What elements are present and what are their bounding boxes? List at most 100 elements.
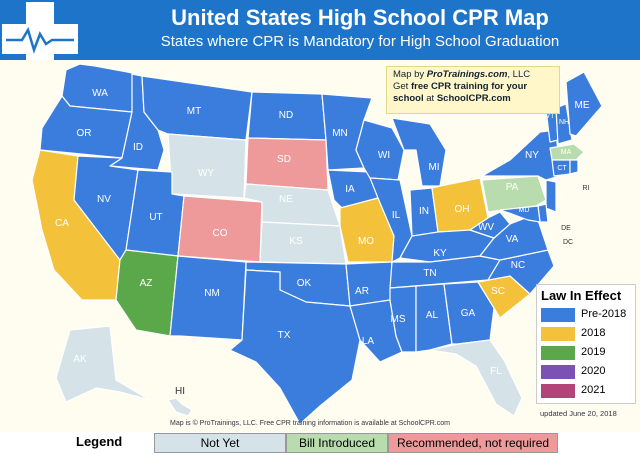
law-legend-item: 2020	[541, 364, 633, 380]
state-ar[interactable]	[345, 261, 393, 307]
state-label-md: MD	[519, 207, 530, 214]
state-label-tn: TN	[423, 268, 436, 279]
state-label-mt: MT	[187, 106, 201, 117]
state-label-nv: NV	[97, 194, 111, 205]
law-legend-item: 2018	[541, 326, 633, 342]
state-wv[interactable]	[469, 211, 511, 239]
state-label-ne: NE	[279, 194, 293, 205]
state-ma[interactable]	[549, 143, 585, 161]
status-legend: Legend Not Yet Bill Introduced Recommend…	[60, 431, 580, 453]
state-ak[interactable]	[55, 325, 151, 403]
state-label-in: IN	[419, 206, 429, 217]
state-label-ca: CA	[55, 218, 69, 229]
updated-date: updated June 20, 2018	[540, 409, 617, 418]
state-label-sc: SC	[491, 286, 505, 297]
state-az[interactable]	[115, 249, 179, 337]
state-label-sd: SD	[277, 154, 291, 165]
state-label-mi: MI	[428, 162, 439, 173]
credit-get: Get	[393, 81, 411, 92]
state-label-nm: NM	[204, 288, 220, 299]
state-al[interactable]	[415, 283, 453, 353]
state-label-vt: VT	[546, 113, 556, 120]
state-label-va: VA	[506, 234, 519, 245]
state-mi[interactable]	[391, 117, 447, 187]
state-label-ak: AK	[73, 354, 87, 365]
state-nh[interactable]	[555, 103, 573, 145]
state-label-tx: TX	[278, 330, 291, 341]
law-legend-swatch	[541, 346, 575, 360]
state-me[interactable]	[565, 71, 603, 137]
law-legend-swatch	[541, 308, 575, 322]
medical-cross-icon	[2, 2, 78, 78]
state-md[interactable]	[499, 205, 541, 223]
state-pa[interactable]	[481, 175, 547, 213]
law-legend-item: Pre-2018	[541, 307, 633, 323]
state-label-ok: OK	[297, 278, 312, 289]
credit-prefix: Map by	[393, 69, 427, 80]
state-label-al: AL	[426, 310, 439, 321]
state-label-az: AZ	[140, 278, 153, 289]
state-label-ky: KY	[433, 248, 447, 259]
law-legend-swatch	[541, 365, 575, 379]
state-label-la: LA	[362, 336, 375, 347]
legend-title: Legend	[76, 434, 123, 449]
state-label-wi: WI	[378, 150, 390, 161]
law-legend-label: 2020	[581, 365, 606, 377]
law-legend-label: 2018	[581, 327, 606, 339]
state-label-ks: KS	[289, 236, 303, 247]
state-label-nj: NJ	[556, 195, 565, 202]
credit-brand-link[interactable]: ProTrainings.com	[426, 69, 508, 80]
law-in-effect-legend: Law In Effect Pre-2018 2018 2019 2020 20…	[536, 284, 636, 404]
state-label-ia: IA	[345, 184, 355, 195]
state-ny[interactable]	[481, 129, 561, 181]
state-ks[interactable]	[259, 221, 347, 265]
state-label-me: ME	[575, 100, 590, 111]
state-wy[interactable]	[167, 133, 247, 199]
header-banner	[0, 0, 640, 60]
credit-box: Map by ProTrainings.com, LLC Get free CP…	[386, 66, 560, 114]
state-hi[interactable]	[167, 397, 193, 417]
law-legend-swatch	[541, 384, 575, 398]
state-label-pa: PA	[506, 182, 519, 193]
state-fl[interactable]	[429, 339, 523, 417]
state-label-ny: NY	[525, 150, 539, 161]
state-label-ar: AR	[355, 286, 369, 297]
law-legend-title: Law In Effect	[541, 288, 622, 303]
state-label-hi: HI	[175, 386, 185, 397]
copyright-note: Map is © ProTrainings, LLC. Free CPR tra…	[170, 420, 450, 427]
state-label-ct: CT	[557, 165, 567, 172]
state-label-wy: WY	[198, 168, 214, 179]
credit-site-link[interactable]: SchoolCPR.com	[436, 93, 511, 104]
state-label-or: OR	[77, 128, 92, 139]
legend-recommended: Recommended, not required	[388, 433, 558, 453]
state-label-il: IL	[392, 210, 401, 221]
state-nj[interactable]	[545, 179, 557, 213]
state-il[interactable]	[369, 177, 413, 263]
page-subtitle: States where CPR is Mandatory for High S…	[160, 33, 560, 50]
state-nm[interactable]	[169, 255, 247, 341]
credit-at: at	[423, 93, 437, 104]
credit-free-training: free CPR training for your school	[393, 81, 528, 104]
state-label-wa: WA	[92, 88, 108, 99]
law-legend-label: Pre-2018	[581, 308, 627, 320]
state-label-nc: NC	[511, 260, 525, 271]
law-legend-label: 2019	[581, 346, 606, 358]
state-label-ma: MA	[561, 149, 572, 156]
state-label-oh: OH	[455, 204, 470, 215]
state-ri[interactable]	[569, 159, 579, 175]
state-label-dc: DC	[563, 239, 573, 246]
state-label-id: ID	[133, 142, 143, 153]
us-map: WA OR CA ID NV MT WY UT CO AZ NM ND SD NE KS OK TX MN IA MO…	[31, 63, 603, 425]
state-label-nh: NH	[559, 119, 569, 126]
state-label-de: DE	[561, 225, 571, 232]
state-label-ri: RI	[583, 185, 590, 192]
state-label-nd: ND	[279, 110, 293, 121]
state-tx[interactable]	[229, 269, 361, 425]
state-label-mo: MO	[358, 236, 374, 247]
state-label-mn: MN	[332, 128, 348, 139]
legend-bill-introduced: Bill Introduced	[286, 433, 388, 453]
legend-not-yet: Not Yet	[154, 433, 286, 453]
law-legend-swatch	[541, 327, 575, 341]
law-legend-label: 2021	[581, 384, 606, 396]
state-label-ms: MS	[391, 314, 406, 325]
